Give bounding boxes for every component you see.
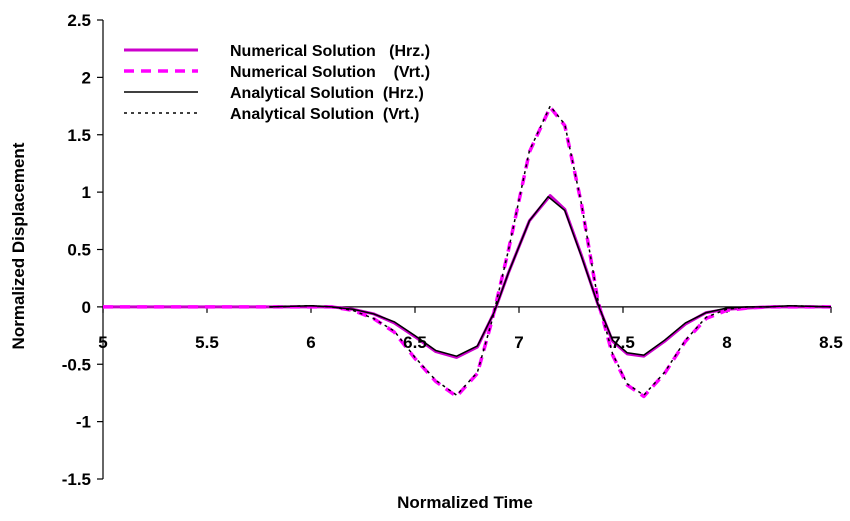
x-tick-label: 6.5 (403, 333, 427, 352)
x-tick-label: 8.5 (819, 333, 843, 352)
x-axis-title: Normalized Time (397, 493, 533, 512)
legend-label-1: Numerical Solution (Hrz.) (230, 43, 430, 60)
legend-label-2: Numerical Solution (Vrt.) (230, 64, 430, 81)
y-tick-label: 0 (82, 298, 91, 317)
series-line-3 (269, 195, 832, 357)
tick-labels: 2.5 2 1.5 1 0.5 0 -0.5 -1 -1.5 5 5.5 6 6.5 7 7.5 8 8.5 (62, 11, 843, 489)
legend-label-3: Analytical Solution (Hrz.) (230, 85, 424, 102)
legend: Numerical Solution (Hrz.) Numerical Solut… (124, 43, 430, 123)
y-tick-label: 2.5 (67, 11, 91, 30)
y-tick-label: 1.5 (67, 126, 91, 145)
series-line-2 (103, 105, 831, 399)
axes (97, 19, 832, 480)
y-axis-title: Normalized Displacement (9, 142, 28, 349)
x-tick-label: 5 (98, 333, 107, 352)
y-tick-label: -1.5 (62, 470, 91, 489)
y-tick-label: 2 (82, 68, 91, 87)
y-tick-label: -1 (76, 413, 91, 432)
x-tick-label: 8 (722, 333, 731, 352)
x-tick-label: 7 (514, 333, 523, 352)
plot-lines (103, 105, 832, 399)
legend-label-4: Analytical Solution (Vrt.) (230, 106, 419, 123)
x-tick-label: 5.5 (195, 333, 219, 352)
y-tick-label: 1 (82, 183, 91, 202)
x-tick-label: 6 (306, 333, 315, 352)
series-line-4 (269, 105, 832, 396)
x-tick-label: 7.5 (611, 333, 635, 352)
y-tick-label: -0.5 (62, 355, 91, 374)
y-tick-label: 0.5 (67, 241, 91, 260)
